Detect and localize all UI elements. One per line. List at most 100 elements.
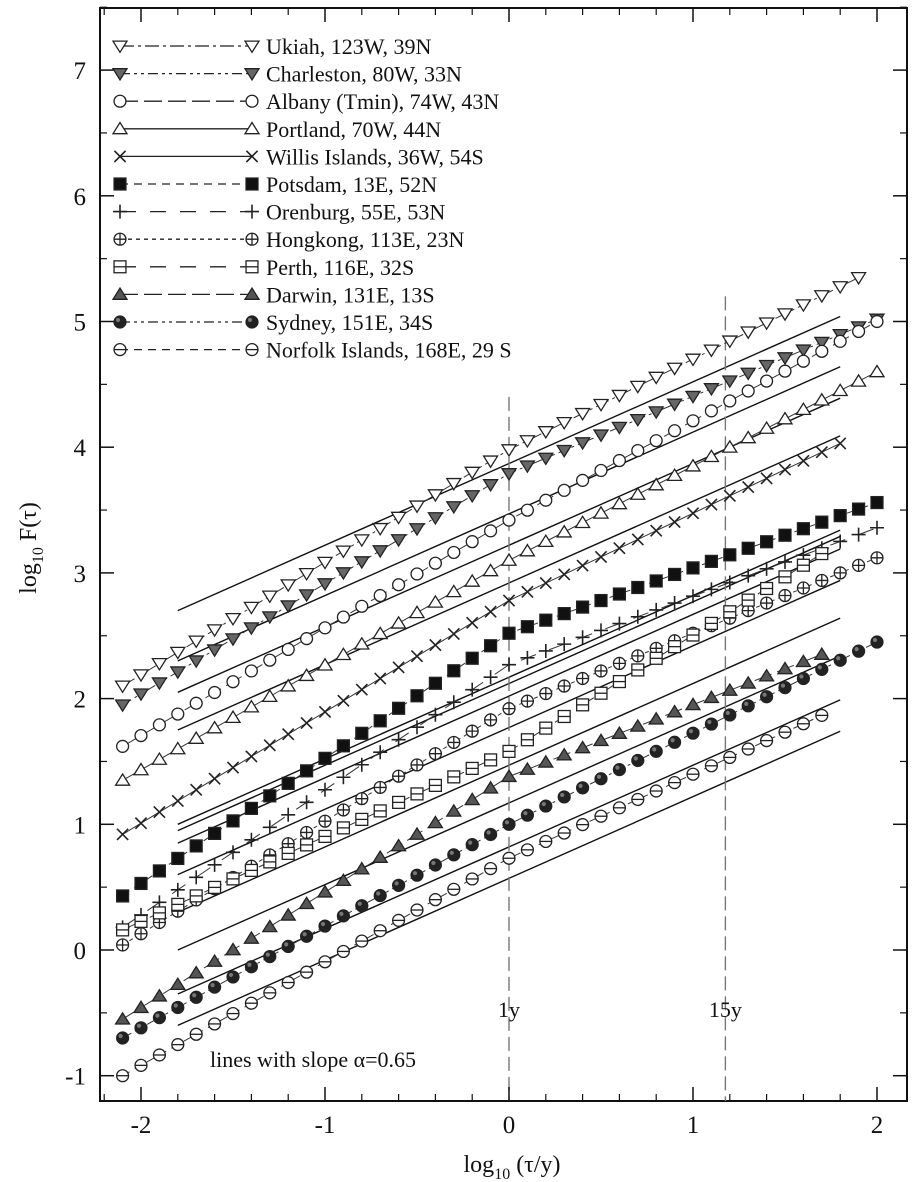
data-point [169,646,186,660]
data-point [114,772,131,786]
data-point [189,870,204,885]
data-point [226,1006,240,1021]
data-point [336,770,351,785]
data-point [612,616,627,631]
data-point [336,803,350,817]
data-point [373,714,387,728]
legend-label: Norfolk Islands, 168E, 29 S [266,338,512,363]
data-point [611,496,628,510]
data-point [574,437,591,451]
data-point [482,780,499,794]
slope-annotation: lines with slope α=0.65 [210,1047,416,1072]
data-point [704,616,719,630]
data-point [686,561,700,575]
data-point [243,40,261,54]
data-point [611,389,628,403]
data-point [189,839,203,853]
data-point [245,204,259,219]
data-point [740,367,757,381]
data-point [262,820,277,835]
data-point [629,380,646,394]
data-point [500,552,518,566]
data-point [483,670,498,685]
x-tick-label: 0 [503,1112,516,1139]
data-point [318,919,332,933]
data-point [151,677,168,691]
data-point [243,68,261,82]
data-point [482,455,499,469]
data-point [116,889,130,903]
data-point [576,600,590,614]
data-point [152,906,166,920]
legend-item: Orenburg, 55E, 53N [113,200,445,225]
data-point [373,745,388,760]
data-point [537,426,554,440]
data-point [111,121,129,135]
data-point [539,686,553,701]
data-point [795,299,812,313]
data-point [298,567,315,582]
data-point [188,655,205,669]
data-point [778,570,792,584]
legend-item: Sydney, 151E, 34S [113,310,433,335]
data-point [447,545,461,560]
data-point [355,683,368,696]
data-point [113,150,127,163]
data-point [686,414,700,428]
data-point [631,443,645,458]
data-point [500,769,518,783]
data-point [280,579,297,593]
data-point [244,801,258,815]
data-point [574,515,591,529]
legend-item: Willis Islands, 36W, 54S [113,144,484,169]
data-point [832,383,849,397]
data-point [245,260,259,274]
data-point [318,782,332,797]
series-line [122,527,878,928]
data-point [445,477,462,491]
data-point [245,177,259,191]
legend-item: Albany (Tmin), 74W, 43N [113,89,499,114]
data-point [243,286,261,300]
data-point [391,795,406,809]
data-point [355,599,369,613]
data-point [537,754,554,768]
data-point [428,747,442,761]
data-point [281,776,295,790]
data-point [851,527,866,542]
data-point [557,826,571,840]
data-point [207,880,222,894]
data-point [335,545,352,559]
data-point [245,150,259,163]
data-point [245,342,259,357]
data-point [355,934,369,948]
data-point [318,829,332,843]
data-point [796,354,811,368]
data-point [631,533,644,546]
data-point [520,808,535,822]
data-point [704,759,719,773]
series-hongkong [116,551,884,952]
y-tick-label: 7 [74,58,87,85]
vertical-marker-label: 1y [498,997,520,1022]
data-point [169,666,186,680]
data-point [188,635,205,649]
data-point [520,694,535,708]
data-point [758,317,775,331]
legend-label: Albany (Tmin), 74W, 43N [266,89,499,114]
data-point [833,566,847,580]
data-point [116,828,129,841]
data-point [152,1048,166,1062]
data-point [556,747,573,761]
data-point [575,630,590,645]
data-point [723,605,737,619]
data-point [151,988,168,1002]
series-portland [114,364,886,786]
data-point [466,616,479,629]
data-point [868,364,886,378]
data-point [538,643,553,658]
data-point [189,990,203,1004]
data-point [189,889,203,903]
data-point [410,758,424,772]
data-point [464,573,481,587]
